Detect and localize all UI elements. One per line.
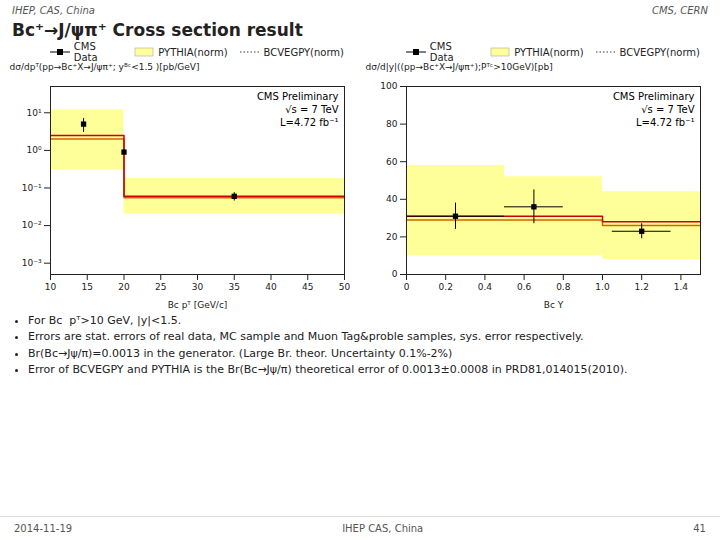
svg-text:1.4: 1.4 [674,282,689,292]
svg-text:10⁻²: 10⁻² [22,220,42,230]
svg-text:50: 50 [339,282,351,292]
svg-text:40: 40 [265,282,277,292]
svg-text:60: 60 [386,157,398,167]
svg-text:0.4: 0.4 [478,282,493,292]
svg-text:25: 25 [155,282,166,292]
svg-text:0: 0 [404,282,410,292]
svg-text:45: 45 [302,282,313,292]
html-text:PYTHIA(norm): PYTHIA(norm) [158,46,228,58]
html-text:Br(Bc→Jψ/π)=0.0013 in the gene: Br(Bc→Jψ/π)=0.0013 in the generator. (La… [28,346,453,360]
svg-text:0.2: 0.2 [439,282,453,292]
svg-text:dσ/dpᵀ(pp→Bc⁺X→J/ψπ⁺; yᴮᶜ<1.5: dσ/dpᵀ(pp→Bc⁺X→J/ψπ⁺; yᴮᶜ<1.5 )[pb/GeV] [10,62,200,72]
svg-text:100: 100 [380,81,397,91]
html-text:For Bc pᵀ>10 GeV, |y|<1.5.: For Bc pᵀ>10 GeV, |y|<1.5. [28,314,182,327]
svg-text:10¹: 10¹ [26,108,41,118]
svg-text:0: 0 [392,269,398,279]
svg-text:40: 40 [386,194,398,204]
html-text:CMS Data: CMS Data [429,41,454,63]
html-text:BCVEGPY(norm): BCVEGPY(norm) [263,46,344,58]
html-text:CMS, CERN: CMS, CERN [652,5,708,16]
svg-text:10⁻¹: 10⁻¹ [22,183,42,193]
svg-text:30: 30 [192,282,204,292]
svg-text:10: 10 [45,282,57,292]
html-text:IHEP, CAS, China: IHEP, CAS, China [12,5,95,16]
html-text:41: 41 [693,523,706,534]
html-text:2014-11-19: 2014-11-19 [14,523,73,534]
svg-text:Bc Y: Bc Y [544,300,564,310]
svg-text:20: 20 [118,282,130,292]
svg-text:20: 20 [386,232,398,242]
svg-text:L=4.72 fb⁻¹: L=4.72 fb⁻¹ [280,117,339,128]
svg-text:dσ/d|y|((pp→Bc⁺X→J/ψπ⁺);Pᵀᶜ>10: dσ/d|y|((pp→Bc⁺X→J/ψπ⁺);Pᵀᶜ>10GeV)[pb] [366,62,553,72]
svg-text:L=4.72 fb⁻¹: L=4.72 fb⁻¹ [636,117,695,128]
svg-text:1.2: 1.2 [635,282,649,292]
html-text:IHEP CAS, China: IHEP CAS, China [342,523,424,534]
svg-text:√s = 7 TeV: √s = 7 TeV [285,104,338,115]
svg-text:1.0: 1.0 [595,282,610,292]
svg-text:0.8: 0.8 [556,282,571,292]
svg-text:CMS Preliminary: CMS Preliminary [613,91,695,102]
svg-text:35: 35 [229,282,240,292]
html-text:Bc⁺→J/ψπ⁺ Cross section result: Bc⁺→J/ψπ⁺ Cross section result [12,20,303,40]
svg-text:15: 15 [82,282,93,292]
svg-text:√s = 7 TeV: √s = 7 TeV [641,104,694,115]
svg-text:80: 80 [386,119,398,129]
html-text:Error of BCVEGPY and PYTHIA is: Error of BCVEGPY and PYTHIA is the Br(Bc… [28,362,628,376]
svg-text:0.6: 0.6 [517,282,532,292]
svg-text:10⁰: 10⁰ [26,145,41,155]
html-text:PYTHIA(norm): PYTHIA(norm) [514,46,584,58]
html-text:CMS Data: CMS Data [73,41,98,63]
html-text:BCVEGPY(norm): BCVEGPY(norm) [619,46,700,58]
svg-text:10⁻³: 10⁻³ [22,258,42,268]
svg-text:Bc pᵀ [GeV/c]: Bc pᵀ [GeV/c] [168,300,228,310]
html-text:Errors are stat. errors of rea: Errors are stat. errors of real data, MC… [28,330,584,344]
svg-text:CMS Preliminary: CMS Preliminary [257,91,339,102]
